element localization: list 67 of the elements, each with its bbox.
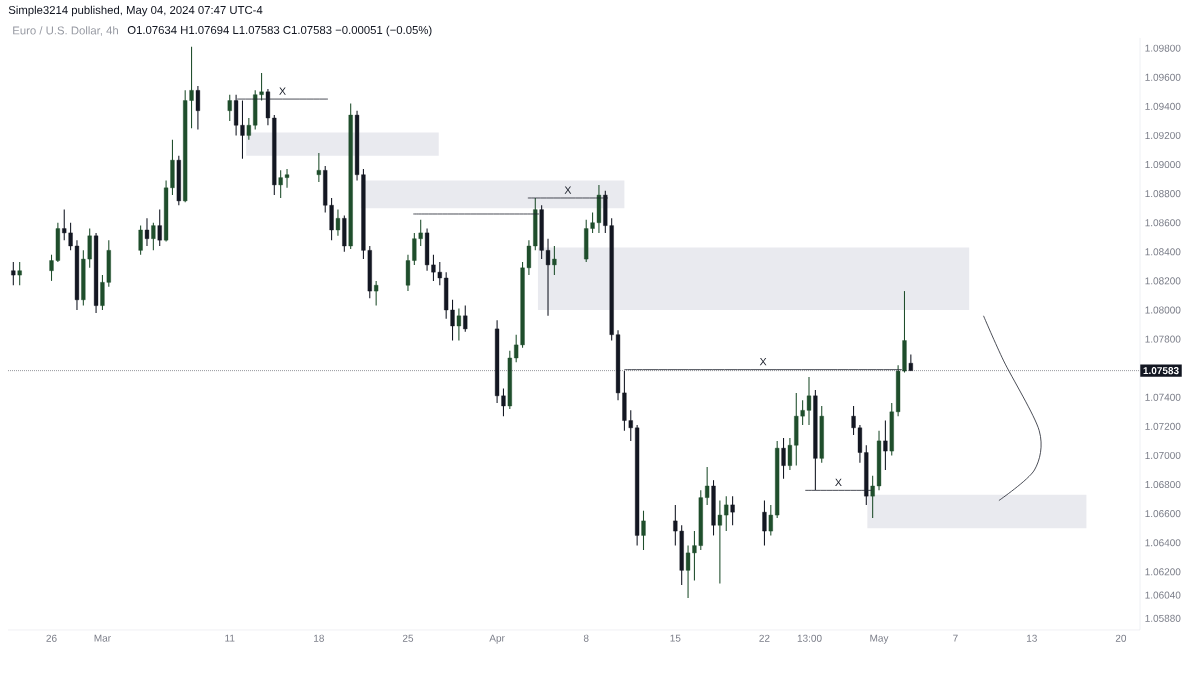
x-tick-label: 26	[46, 634, 57, 642]
ref-line-label: 1.07583	[1143, 367, 1179, 375]
candlestick	[768, 504, 773, 536]
x-tick-label: 13:00	[797, 634, 822, 642]
candlestick	[552, 245, 557, 276]
candlestick	[227, 94, 232, 122]
y-tick-label: 1.09000	[1145, 160, 1181, 169]
series-label: X	[279, 87, 286, 95]
y-tick-label: 1.07000	[1145, 451, 1181, 459]
x-tick-label: 11	[225, 634, 235, 642]
series-label: X	[835, 478, 842, 487]
x-tick-label: 25	[402, 634, 414, 642]
x-tick-label: 8	[583, 634, 589, 642]
y-tick-label: 1.08400	[1145, 248, 1181, 256]
series-label: X	[564, 186, 572, 194]
y-tick-label: 1.08800	[1145, 190, 1181, 198]
candlestick	[787, 437, 793, 471]
y-tick-label: 1.06040	[1145, 591, 1181, 599]
candlestick	[138, 225, 143, 256]
x-tick-label: Mar	[94, 634, 111, 642]
candlestick	[195, 85, 201, 131]
y-tick-label: 1.07400	[1145, 393, 1181, 401]
candlestick	[456, 307, 462, 342]
y-tick-label: 1.09400	[1145, 102, 1181, 110]
candlestick	[724, 495, 729, 532]
candlestick	[762, 499, 767, 547]
candlestick	[463, 305, 468, 333]
x-tick-label: 13	[1026, 634, 1037, 642]
candlestick	[717, 499, 722, 584]
x-tick-label: 15	[670, 634, 681, 642]
candlestick	[883, 419, 888, 471]
candlestick	[11, 261, 16, 286]
y-tick-label: 1.06400	[1145, 539, 1181, 547]
candlestick	[781, 437, 786, 480]
y-tick-label: 1.08200	[1145, 277, 1181, 285]
x-tick-label: May	[870, 634, 889, 644]
candlestick	[374, 280, 379, 307]
y-tick-label: 1.09600	[1145, 73, 1181, 81]
series-label: X	[759, 358, 767, 366]
y-tick-label: 1.06800	[1145, 480, 1181, 489]
x-tick-label: 18	[314, 634, 324, 642]
x-tick-label: 7	[953, 634, 958, 642]
candlestick	[730, 495, 735, 526]
candlestick	[17, 261, 22, 286]
chart-title: Euro / U.S. Dollar, 4h	[13, 26, 118, 36]
y-tick-label: 1.06200	[1145, 568, 1181, 576]
y-tick-label: 1.08600	[1145, 219, 1181, 227]
x-tick-label: 20	[1115, 634, 1127, 642]
candlestick	[705, 466, 710, 506]
x-tick-label: 22	[759, 634, 770, 642]
x-tick-label: Apr	[489, 634, 505, 644]
candlestick	[144, 217, 150, 247]
text: Simple3214 published, May 04, 2024 07:47 UTC-4	[8, 5, 263, 17]
y-tick-label: 1.07200	[1145, 422, 1181, 430]
y-tick-label: 1.09200	[1145, 131, 1181, 139]
candlestick	[151, 222, 156, 251]
candlestick	[246, 117, 251, 141]
candlestick	[157, 209, 162, 247]
candlestick	[316, 152, 321, 183]
y-tick-label: 1.09800	[1145, 44, 1181, 52]
candlestick	[641, 510, 646, 551]
y-tick-label: 1.07800	[1145, 335, 1181, 343]
y-tick-label: 1.05880	[1145, 614, 1181, 622]
chart-subtitle: O1.07634 H1.07694 L1.07583 C1.07583 −0.00051 (−0.05%)	[127, 25, 432, 37]
y-tick-label: 1.08000	[1145, 306, 1181, 314]
candlestick	[335, 209, 341, 237]
y-tick-label: 1.06600	[1145, 510, 1181, 518]
